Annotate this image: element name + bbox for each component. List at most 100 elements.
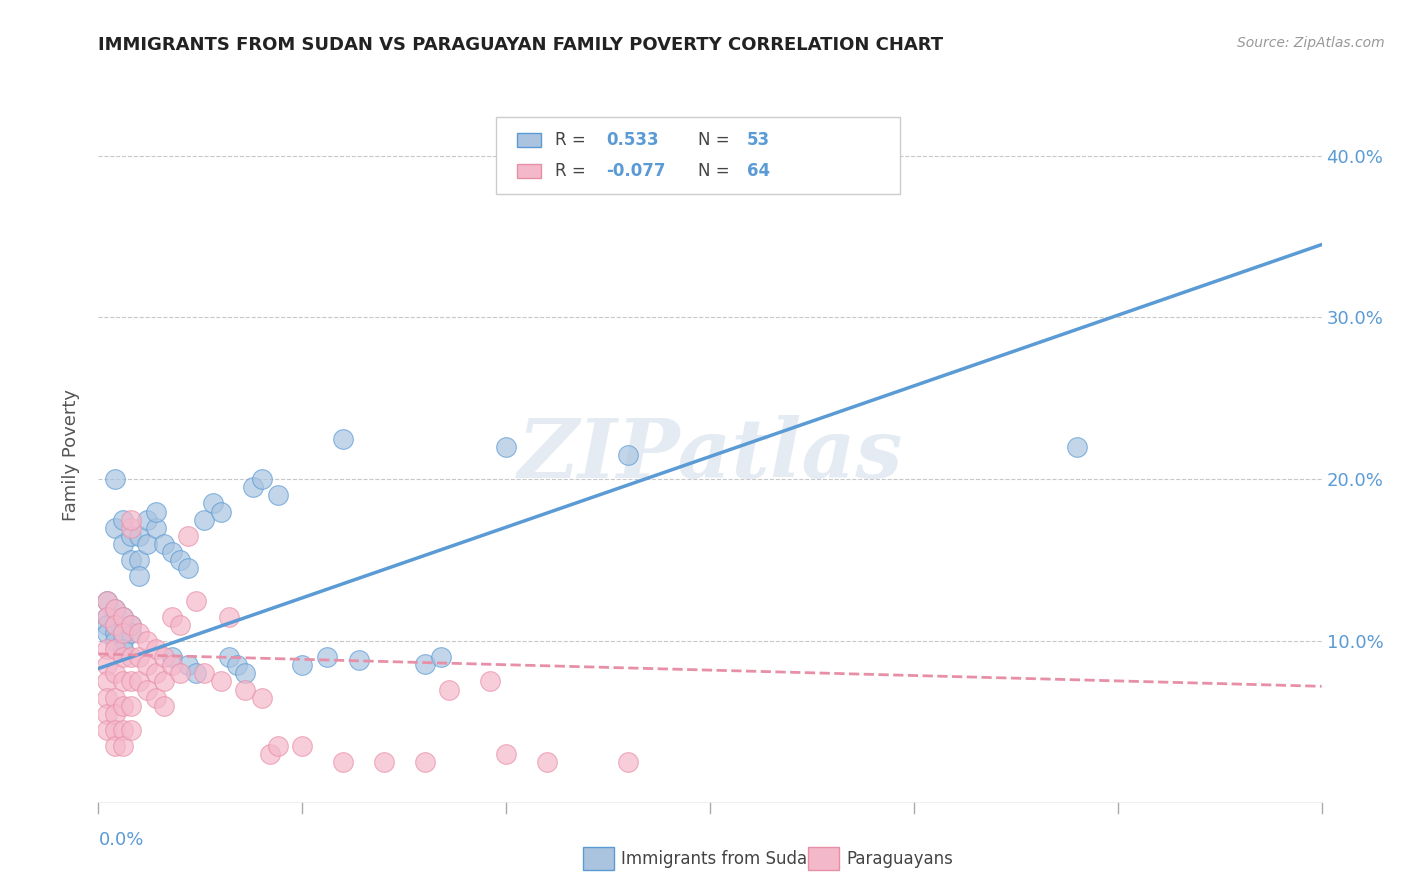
- Text: R =: R =: [555, 162, 591, 180]
- Point: [136, 513, 159, 527]
- Point: [104, 617, 127, 632]
- Point: [96, 609, 118, 624]
- Point: [104, 601, 127, 615]
- Point: [152, 537, 174, 551]
- Point: [96, 626, 118, 640]
- Point: [111, 537, 134, 551]
- Point: [111, 609, 134, 624]
- Point: [128, 569, 150, 583]
- Point: [96, 706, 118, 721]
- Point: [152, 650, 174, 665]
- Point: [128, 626, 150, 640]
- Point: [111, 650, 134, 665]
- Point: [177, 658, 200, 673]
- Point: [177, 561, 200, 575]
- Point: [120, 674, 142, 689]
- Point: [193, 513, 215, 527]
- Point: [120, 617, 142, 632]
- Point: [96, 723, 118, 737]
- Point: [233, 682, 256, 697]
- Text: -0.077: -0.077: [606, 162, 665, 180]
- Point: [120, 626, 142, 640]
- Point: [96, 609, 118, 624]
- Point: [186, 593, 208, 607]
- Point: [332, 432, 354, 446]
- Point: [136, 634, 159, 648]
- Point: [437, 682, 460, 697]
- Point: [160, 658, 183, 673]
- Point: [128, 674, 150, 689]
- Point: [349, 653, 371, 667]
- Point: [96, 658, 118, 673]
- Text: N =: N =: [697, 131, 735, 149]
- Point: [209, 674, 232, 689]
- Point: [120, 617, 142, 632]
- Point: [145, 666, 167, 681]
- Point: [209, 504, 232, 518]
- Point: [120, 650, 142, 665]
- Point: [111, 609, 134, 624]
- Point: [413, 657, 436, 671]
- Text: ZIPatlas: ZIPatlas: [517, 415, 903, 495]
- Point: [152, 698, 174, 713]
- Point: [495, 440, 517, 454]
- Point: [250, 690, 273, 705]
- Text: 0.0%: 0.0%: [98, 830, 143, 848]
- Point: [104, 706, 127, 721]
- Text: Immigrants from Sudan: Immigrants from Sudan: [621, 850, 818, 868]
- Point: [160, 545, 183, 559]
- Point: [96, 690, 118, 705]
- Point: [111, 626, 134, 640]
- Point: [136, 682, 159, 697]
- Point: [104, 617, 127, 632]
- Point: [242, 480, 264, 494]
- Point: [111, 723, 134, 737]
- Point: [291, 658, 314, 673]
- Text: Source: ZipAtlas.com: Source: ZipAtlas.com: [1237, 36, 1385, 50]
- Point: [218, 650, 240, 665]
- Point: [267, 739, 290, 754]
- Point: [111, 739, 134, 754]
- Point: [145, 504, 167, 518]
- Point: [169, 617, 191, 632]
- Text: 64: 64: [747, 162, 770, 180]
- Point: [152, 674, 174, 689]
- Point: [104, 472, 127, 486]
- FancyBboxPatch shape: [517, 133, 541, 146]
- Point: [177, 529, 200, 543]
- Point: [145, 642, 167, 657]
- Point: [111, 513, 134, 527]
- Point: [160, 609, 183, 624]
- Point: [104, 626, 127, 640]
- Point: [111, 626, 134, 640]
- Point: [169, 666, 191, 681]
- Point: [413, 756, 436, 770]
- Point: [1066, 440, 1088, 454]
- Point: [104, 642, 127, 657]
- FancyBboxPatch shape: [496, 118, 900, 194]
- Point: [136, 658, 159, 673]
- Y-axis label: Family Poverty: Family Poverty: [62, 389, 80, 521]
- Point: [291, 739, 314, 754]
- Point: [160, 650, 183, 665]
- Point: [218, 609, 240, 624]
- Point: [536, 756, 558, 770]
- Point: [104, 739, 127, 754]
- Point: [617, 448, 640, 462]
- Point: [259, 747, 281, 762]
- Point: [315, 650, 337, 665]
- Point: [111, 698, 134, 713]
- Point: [120, 723, 142, 737]
- Text: R =: R =: [555, 131, 591, 149]
- Point: [96, 593, 118, 607]
- Text: Paraguayans: Paraguayans: [846, 850, 953, 868]
- Point: [120, 529, 142, 543]
- Point: [104, 666, 127, 681]
- Point: [478, 674, 501, 689]
- Point: [145, 521, 167, 535]
- Point: [226, 658, 249, 673]
- Point: [104, 723, 127, 737]
- Point: [186, 666, 208, 681]
- Point: [111, 634, 134, 648]
- Point: [111, 674, 134, 689]
